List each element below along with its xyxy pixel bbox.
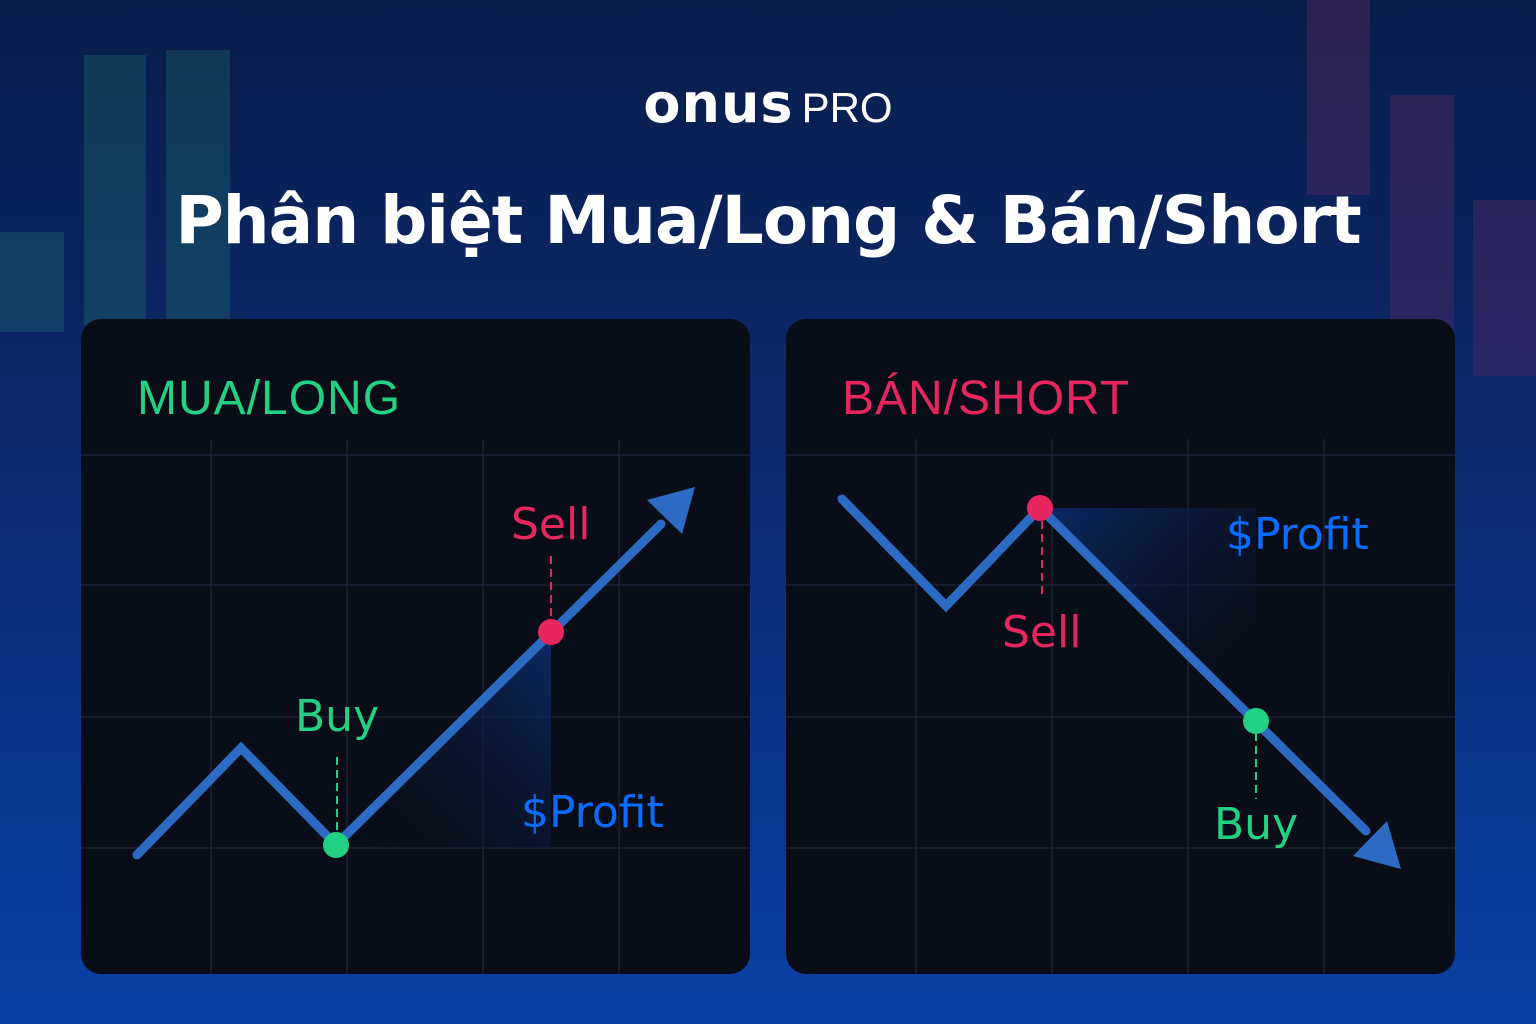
sell-point (1027, 495, 1053, 521)
decorative-bar (1473, 200, 1536, 376)
panel-title: BÁN/SHORT (842, 372, 1131, 425)
long-chart (81, 439, 750, 974)
decorative-bar (84, 55, 146, 325)
sell-label: Sell (511, 499, 591, 550)
decorative-bar (166, 50, 230, 330)
buy-point (1243, 708, 1269, 734)
decorative-bar (1307, 0, 1370, 195)
buy-label: Buy (295, 691, 380, 742)
buy-label: Buy (1214, 799, 1299, 850)
brand-logo: onus PRO (0, 72, 1536, 135)
buy-point (323, 832, 349, 858)
panel-title: MUA/LONG (137, 372, 402, 425)
panel-long: MUA/LONG Buy Sell $Profit (81, 319, 750, 974)
price-line (132, 519, 666, 860)
page-title: Phân biệt Mua/Long & Bán/Short (175, 182, 1361, 259)
decorative-bar (1390, 95, 1454, 335)
logo-name: onus (643, 72, 794, 135)
grid (81, 439, 750, 974)
arrow-head-icon (1353, 821, 1401, 869)
panel-short: BÁN/SHORT Sell Buy $Profit (786, 319, 1455, 974)
price-line (837, 494, 1371, 836)
decorative-bar (0, 232, 64, 332)
arrow-head-icon (647, 487, 695, 534)
sell-point (538, 619, 564, 645)
logo-suffix: PRO (801, 84, 893, 131)
profit-label: $Profit (1226, 509, 1369, 560)
sell-label: Sell (1002, 607, 1082, 658)
short-chart (786, 439, 1455, 974)
profit-label: $Profit (521, 787, 664, 838)
